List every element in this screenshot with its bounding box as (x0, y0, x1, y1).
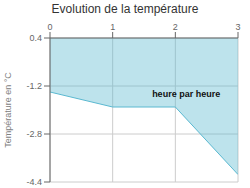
svg-text:0.4: 0.4 (29, 33, 42, 43)
svg-text:3: 3 (235, 22, 240, 32)
svg-text:-1.2: -1.2 (26, 81, 42, 91)
svg-text:1: 1 (110, 22, 115, 32)
svg-text:heure par heure: heure par heure (152, 89, 220, 99)
svg-text:2: 2 (173, 22, 178, 32)
html-text:Evolution de la température: Evolution de la température (51, 2, 199, 16)
svg-text:Température en °C: Température en °C (8, 72, 13, 148)
svg-text:-2.8: -2.8 (26, 129, 42, 139)
svg-text:0: 0 (47, 22, 52, 32)
svg-text:-4.4: -4.4 (26, 177, 42, 187)
